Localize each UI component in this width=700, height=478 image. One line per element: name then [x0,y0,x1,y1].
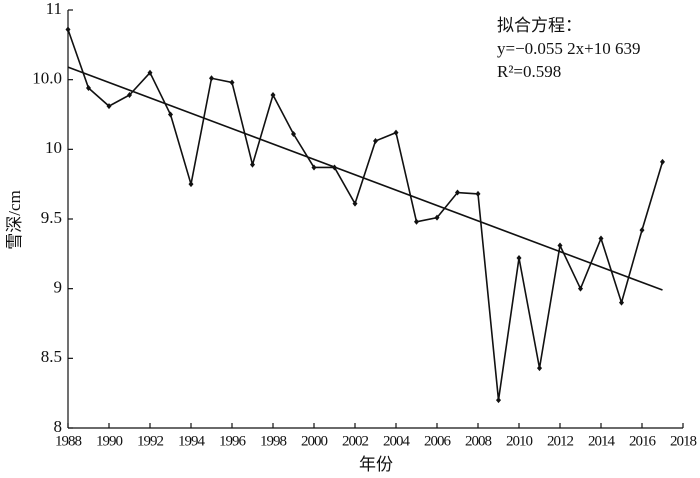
annotation: y=−0.055 2x+10 639 [497,39,641,58]
data-point [188,181,194,188]
data-point [475,190,481,197]
x-axis-label: 年份 [359,455,393,474]
data-point [598,235,604,242]
y-tick-label: 11 [46,0,62,18]
trend-line [67,66,663,291]
y-tick-label: 8.5 [41,347,62,366]
data-point [578,285,583,292]
x-tick-label: 1994 [178,433,206,449]
x-tick-label: 1996 [219,433,247,449]
data-line [67,29,664,401]
data-point [496,397,501,404]
data-point [65,26,71,33]
data-point [270,91,276,98]
x-tick-label: 2006 [424,433,452,449]
x-tick-label: 2004 [383,433,411,449]
data-point [147,69,153,76]
data-point [434,214,440,221]
data-point [352,200,358,207]
y-tick-label: 10.0 [32,69,62,88]
data-point [639,227,645,234]
x-tick-label: 2008 [465,433,492,449]
data-point [86,85,91,92]
data-point [373,137,378,144]
data-point [455,189,460,196]
x-tick-label: 2018 [670,433,697,449]
y-tick-label: 9.5 [41,208,62,227]
annotation: R²=0.598 [497,62,561,81]
data-point [168,111,173,118]
data-point [127,91,132,98]
data-point [229,79,235,86]
y-axis-label: 雪深/cm [5,190,24,250]
data-point [557,242,563,249]
x-tick-label: 2010 [506,433,533,449]
data-point [393,129,399,136]
x-tick-label: 2014 [588,433,616,449]
annotation: 拟合方程： [497,16,582,35]
x-tick-label: 2002 [342,433,369,449]
data-point [660,158,665,165]
x-tick-label: 2000 [301,433,328,449]
x-tick-label: 1990 [96,433,123,449]
x-tick-label: 2016 [629,433,657,449]
y-tick-label: 8 [54,417,63,436]
data-point [516,255,522,262]
x-tick-label: 1988 [55,433,82,449]
x-tick-label: 1998 [260,433,287,449]
data-point [537,365,542,372]
data-point [209,75,214,82]
data-point [619,299,624,306]
data-point [414,218,419,225]
y-tick-label: 10 [45,138,62,157]
data-point [250,161,255,168]
x-tick-label: 1992 [137,433,164,449]
data-point [106,103,112,110]
data-point [311,164,317,171]
data-point [291,131,296,138]
y-tick-label: 9 [54,278,63,297]
x-tick-label: 2012 [547,433,574,449]
